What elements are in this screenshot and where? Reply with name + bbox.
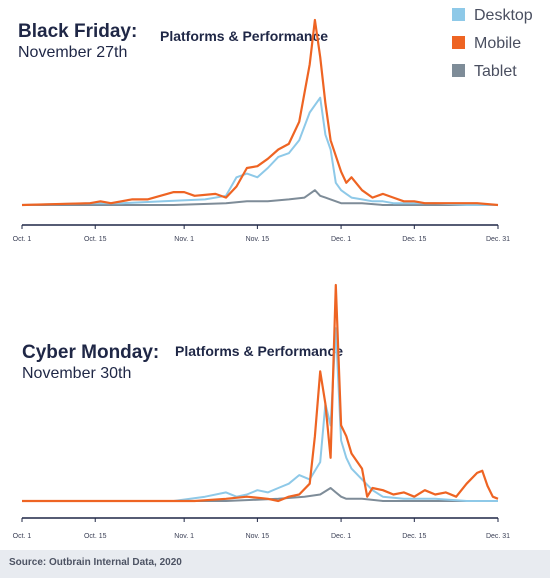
chart1-subtitle: November 27th [18,44,127,61]
legend-label-tablet: Tablet [474,63,517,80]
chart2-tick-label-1: Oct. 15 [84,533,107,540]
chart2-plot: Oct. 1 Oct. 15 Nov. 1 Nov. 15 Dec. 1 Dec. 15 D… [13,283,510,540]
chart1-note-text: Platforms & Performance [160,28,328,44]
chart2-tick-label-5: Dec. 15 [402,533,426,540]
chart2-series-lines [22,283,499,503]
chart2-tick-label-0: Oct. 1 [13,533,32,540]
chart-canvas: Desktop Mobile Tablet Black Friday: Nove… [13,7,533,540]
chart1-title: Black Friday: [18,21,137,42]
chart2-subtitle: November 30th [22,365,131,382]
legend-label-desktop: Desktop [474,7,533,24]
chart2-series-tablet-line [22,487,498,502]
legend-label-mobile: Mobile [474,35,521,52]
legend-swatch-mobile [452,36,465,49]
chart1-x-ticks: Oct. 1 Oct. 15 Nov. 1 Nov. 15 Dec. 1 Dec. 15 D… [13,225,510,243]
chart1-tick-label-5: Dec. 15 [402,236,426,243]
chart2-tick-label-4: Dec. 1 [331,533,351,540]
source-caption: Source: Outbrain Internal Data, 2020 [9,557,182,568]
chart1-series-desktop-line [21,96,498,206]
chart1-tick-label-3: Nov. 15 [246,236,270,243]
chart2-series-mobile-line [22,283,499,503]
legend-swatch-desktop [452,8,465,21]
chart2-tick-label-3: Nov. 15 [246,533,270,540]
chart1-series-tablet-line [22,189,498,206]
legend-swatch-tablet [452,64,465,77]
chart1-series-lines [21,18,499,207]
legend: Desktop Mobile Tablet [452,7,533,80]
chart2-x-ticks: Oct. 1 Oct. 15 Nov. 1 Nov. 15 Dec. 1 Dec. 15 D… [13,518,510,540]
chart1-note: Platforms & Performance [160,28,328,44]
chart1-series-mobile-line [21,18,499,207]
chart1-plot: Oct. 1 Oct. 15 Nov. 1 Nov. 15 Dec. 1 Dec. 15 D… [13,18,510,243]
chart1-tick-label-4: Dec. 1 [331,236,351,243]
chart2-title: Cyber Monday: [22,342,159,363]
chart2-tick-label-6: Dec. 31 [486,533,510,540]
source-bar: Source: Outbrain Internal Data, 2020 [0,550,550,578]
chart1-tick-label-1: Oct. 15 [84,236,107,243]
chart2-note: Platforms & Performance [175,343,343,359]
chart2-series-desktop-line [22,327,498,502]
chart1-tick-label-6: Dec. 31 [486,236,510,243]
chart1-tick-label-2: Nov. 1 [174,236,194,243]
chart2-note-text: Platforms & Performance [175,343,343,359]
chart2-tick-label-2: Nov. 1 [174,533,194,540]
chart1-tick-label-0: Oct. 1 [13,236,32,243]
